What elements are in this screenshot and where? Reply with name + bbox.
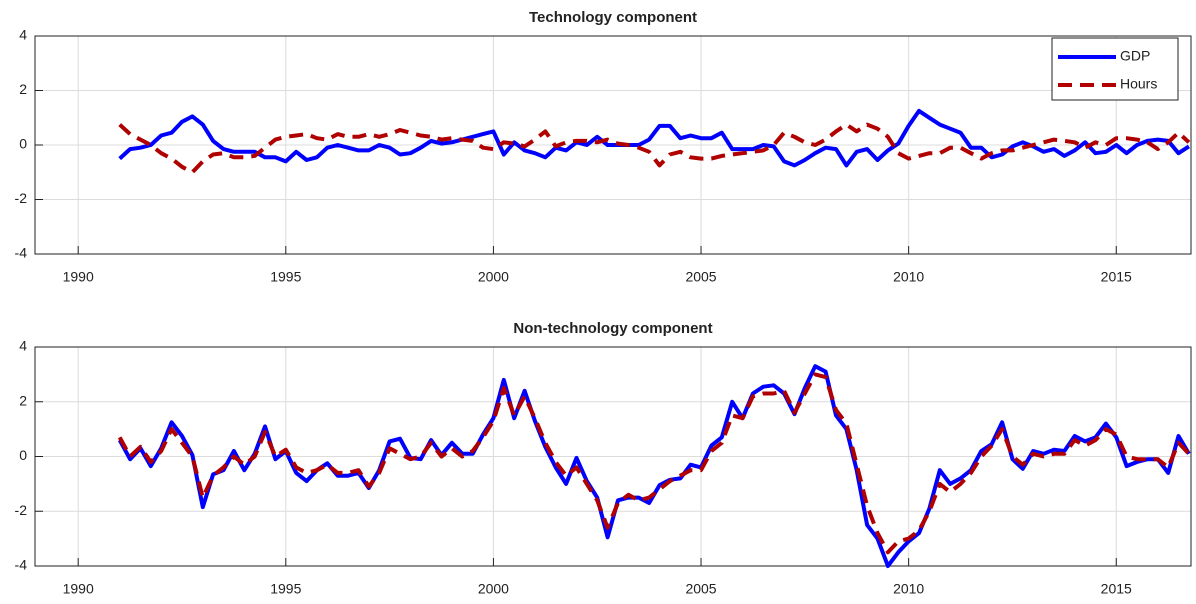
- x-tick-label: 2015: [1101, 581, 1132, 597]
- x-tick-label: 2010: [893, 581, 924, 597]
- y-tick-label: -2: [15, 190, 28, 206]
- x-tick-label: 1990: [63, 269, 94, 285]
- y-tick-label: 4: [19, 27, 27, 43]
- x-tick-label: 2005: [685, 269, 716, 285]
- x-tick-label: 2005: [685, 581, 716, 597]
- legend-label: Hours: [1120, 76, 1157, 92]
- x-tick-label: 1990: [63, 581, 94, 597]
- y-tick-label: 2: [19, 392, 27, 408]
- x-tick-label: 2015: [1101, 269, 1132, 285]
- y-tick-label: 0: [19, 447, 27, 463]
- x-tick-label: 1995: [270, 581, 301, 597]
- y-tick-label: 0: [19, 136, 27, 152]
- legend-box: [1051, 37, 1179, 101]
- y-tick-label: 4: [19, 338, 27, 354]
- legend-label: GDP: [1120, 48, 1150, 64]
- x-tick-label: 2010: [893, 269, 924, 285]
- y-tick-label: -4: [15, 245, 28, 261]
- chart-title: Technology component: [529, 9, 697, 26]
- x-tick-label: 1995: [270, 269, 301, 285]
- y-tick-label: -4: [15, 557, 28, 573]
- series-line: [118, 108, 1190, 168]
- x-tick-label: 2000: [478, 581, 509, 597]
- chart-title: Non-technology component: [513, 320, 712, 337]
- axes-box: [34, 35, 1192, 255]
- y-tick-label: 2: [19, 81, 27, 97]
- series-line: [117, 372, 1191, 555]
- axes-box: [34, 346, 1192, 567]
- x-tick-label: 2000: [478, 269, 509, 285]
- y-tick-label: -2: [15, 502, 28, 518]
- series-line: [118, 122, 1191, 175]
